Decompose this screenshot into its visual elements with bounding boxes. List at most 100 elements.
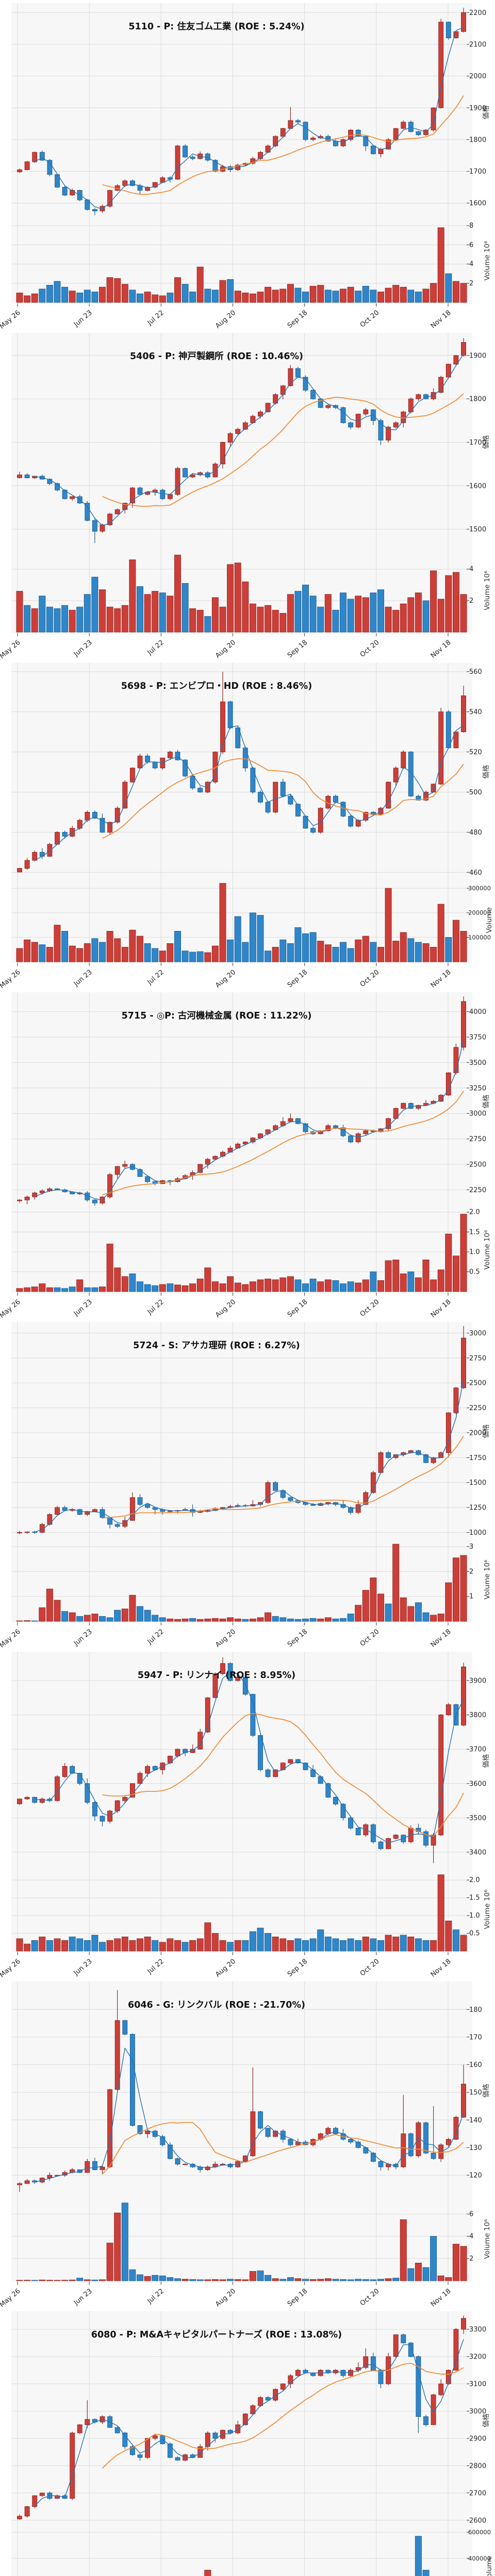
price-tick-label: 4000	[469, 1008, 486, 1016]
volume-bar	[287, 1618, 294, 1622]
x-tick-label: Aug 20	[214, 1628, 237, 1649]
volume-bar	[16, 1288, 23, 1292]
gridlines	[11, 1981, 472, 2282]
price-tick-label: 3500	[469, 1815, 486, 1822]
candle-body	[24, 1196, 30, 1200]
candle-body	[340, 407, 346, 423]
volume-bar	[279, 613, 287, 633]
x-tick-label: Sep 18	[286, 309, 309, 330]
volume-bar	[407, 1272, 415, 1292]
volume-bar	[76, 1616, 84, 1622]
volume-bar	[76, 606, 84, 633]
volume-bar	[407, 1606, 415, 1622]
candle-body	[408, 2133, 414, 2156]
candle-body	[70, 1766, 75, 1774]
candle-body	[100, 818, 105, 833]
candle-body	[24, 1797, 30, 1800]
x-tick-label: Jun 23	[72, 1958, 94, 1977]
candle-body	[280, 2130, 286, 2140]
candle-body	[100, 2166, 105, 2170]
volume-axis-label: Volume 10⁶	[483, 1889, 491, 1929]
volume-bar	[91, 1287, 98, 1292]
volume-bar	[121, 605, 128, 633]
price-axis-label: 価格	[482, 765, 490, 779]
candle-body	[212, 160, 218, 172]
x-tick-label: May 26	[0, 639, 22, 659]
volume-bar	[407, 1937, 415, 1952]
volume-bar	[430, 1279, 437, 1292]
volume-bar	[114, 1609, 121, 1622]
volume-bar	[437, 1874, 444, 1952]
candle-body	[370, 2356, 376, 2371]
volume-bar	[242, 1284, 249, 1292]
candle-body	[378, 148, 384, 155]
volume-bar	[219, 1283, 226, 1292]
volume-bar	[415, 1938, 422, 1952]
price-tick-label: 150	[469, 2089, 482, 2097]
volume-bar	[242, 1940, 249, 1952]
volume-tick-label: 4	[469, 261, 473, 268]
volume-bar	[392, 1544, 400, 1622]
volume-bar	[317, 1281, 324, 1292]
volume-bar	[61, 1611, 69, 1622]
ma-long-line	[102, 2363, 464, 2469]
price-tick-label: 2600	[469, 2517, 486, 2524]
volume-bar	[294, 1619, 302, 1622]
volume-bar	[362, 1279, 369, 1292]
candle-body	[32, 852, 38, 861]
candle-body	[310, 389, 316, 399]
candle-body	[47, 1514, 53, 1525]
price-tick-label: 3600	[469, 1780, 486, 1788]
volume-bar	[355, 596, 362, 633]
candle-body	[212, 1156, 218, 1160]
volume-bar	[385, 888, 392, 962]
axes: 2600270028002900300031003200330020000040…	[467, 2326, 491, 2562]
candle-body	[370, 1824, 376, 1842]
volume-bar	[152, 2275, 159, 2281]
volume-bar	[98, 1942, 106, 1952]
candle-body	[114, 2427, 120, 2433]
candle-body	[461, 2083, 466, 2117]
volume-bar	[287, 1940, 294, 1952]
candle-body	[273, 2130, 278, 2137]
candlestick-volume-figure: 2600270028002900300031003200330020000040…	[11, 2311, 493, 2576]
volume-bar	[324, 1937, 332, 1952]
price-tick-label: 3500	[469, 1059, 486, 1067]
volume-tick-label: 3	[469, 1543, 473, 1551]
volume-bar	[257, 1927, 264, 1952]
candle-body	[325, 1125, 331, 1131]
candle-body	[258, 412, 263, 417]
candle-body	[235, 2424, 241, 2433]
volume-bar	[332, 2279, 339, 2281]
volume-bar	[392, 2278, 400, 2281]
volume-bar	[84, 1615, 91, 1622]
candle-body	[212, 1673, 218, 1698]
candle-body	[92, 811, 97, 819]
candle-body	[145, 1176, 151, 1182]
volume-bar	[452, 572, 459, 633]
price-tick-label: 2750	[469, 1354, 486, 1362]
volume-bar	[196, 1278, 204, 1292]
candle-body	[288, 2139, 293, 2145]
volume-bar	[332, 609, 339, 633]
volume-bar	[249, 293, 256, 303]
volume-bar	[422, 2267, 430, 2281]
candle-body	[401, 1103, 406, 1109]
candle-body	[220, 442, 225, 465]
volume-bar	[452, 2244, 459, 2281]
candle-body	[438, 711, 444, 785]
ma-short-line	[34, 27, 464, 210]
candle-body	[24, 860, 30, 869]
volume-tick-label: 2	[469, 2255, 473, 2263]
volume-bar	[407, 290, 415, 303]
price-tick-label: 1600	[469, 482, 486, 490]
volume-bar	[227, 2279, 234, 2281]
volume-bar	[309, 285, 317, 303]
price-tick-label: 130	[469, 2144, 482, 2152]
volume-bar	[257, 606, 264, 633]
volume-bar	[39, 2279, 46, 2281]
candle-body	[220, 1663, 225, 1674]
volume-bar	[422, 1259, 430, 1292]
candles	[17, 2315, 466, 2520]
candle-body	[152, 182, 158, 188]
